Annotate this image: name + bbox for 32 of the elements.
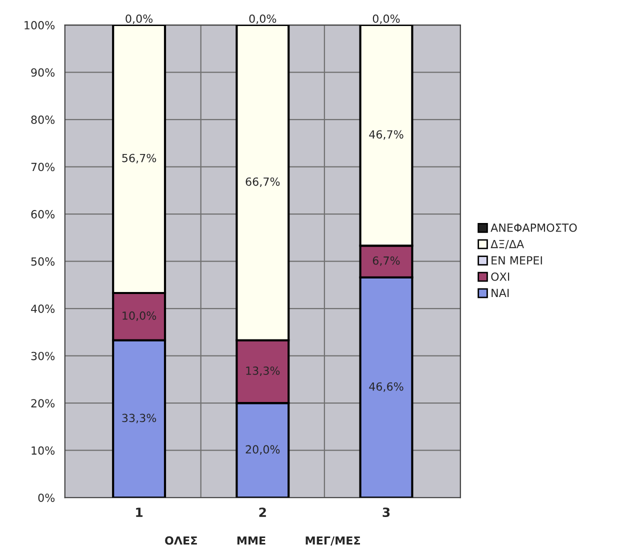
y-tick-label: 90%: [31, 68, 55, 77]
legend-label: ΟΧΙ: [491, 272, 510, 281]
data-label: 0,0%: [126, 14, 153, 24]
legend-label: ΑΝΕΦΑΡΜΟΣΤΟ: [490, 224, 577, 232]
data-label: 66,7%: [246, 177, 280, 187]
y-tick-label: 0%: [38, 494, 55, 502]
data-label: 10,0%: [122, 311, 156, 321]
y-tick-label: 40%: [31, 304, 55, 313]
legend-label: ΝΑΙ: [492, 288, 509, 298]
data-label: 20,0%: [246, 445, 280, 455]
x-tick-label: 2: [259, 508, 266, 517]
legend-label: ΔΞ/ΔΑ: [490, 240, 524, 250]
y-tick-label: 100%: [24, 20, 55, 30]
y-tick-label: 50%: [31, 257, 55, 266]
data-label: 56,7%: [122, 154, 156, 164]
data-label: 46,6%: [369, 382, 404, 392]
data-label: 33,3%: [122, 414, 156, 424]
y-tick-label: 10%: [32, 446, 55, 455]
data-label: 0,0%: [372, 14, 400, 24]
y-tick-label: 20%: [31, 399, 55, 408]
data-label: 0,0%: [249, 14, 276, 24]
data-label: 13,3%: [246, 366, 280, 376]
data-label: 46,7%: [369, 130, 404, 140]
data-label: 6,7%: [372, 256, 400, 266]
y-tick-label: 60%: [31, 210, 55, 218]
x-tick-label: 1: [136, 508, 143, 517]
x-tick-label: 3: [382, 508, 390, 518]
y-tick-label: 30%: [31, 352, 55, 360]
y-tick-label: 70%: [31, 162, 55, 172]
x-axis-title: ΟΛΕΣ ΜΜΕ ΜΕΓ/ΜΕΣ: [165, 536, 360, 546]
y-tick-label: 80%: [31, 116, 55, 124]
legend-label: ΕΝ ΜΕΡΕΙ: [492, 256, 542, 264]
